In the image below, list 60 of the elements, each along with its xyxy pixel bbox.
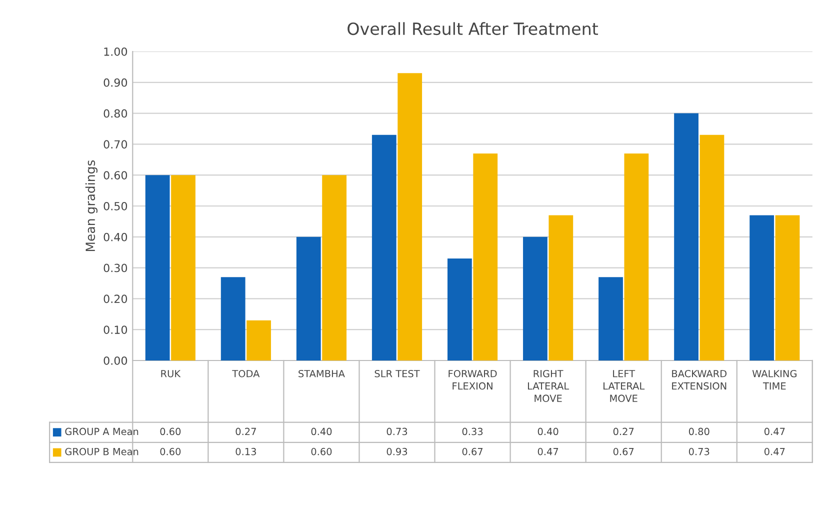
data-label: 0.80 [688, 428, 710, 436]
bar [171, 175, 196, 360]
bar [473, 153, 498, 360]
data-label: 0.60 [160, 428, 181, 436]
bar [398, 73, 422, 360]
bar [246, 320, 271, 360]
data-label: 0.13 [236, 448, 256, 456]
chart-title: Overall Result After Treatment [348, 22, 598, 36]
x-tick-label: SLR TEST [374, 370, 420, 378]
data-label: 0.67 [462, 448, 483, 456]
data-label: 0.47 [538, 448, 558, 456]
y-tick-label: 0.80 [104, 109, 128, 118]
data-label: 0.27 [236, 428, 256, 436]
y-tick-label: 0.60 [104, 171, 128, 180]
bar [322, 175, 347, 360]
bar [523, 236, 548, 360]
y-tick-label: 0.70 [104, 140, 128, 149]
x-tick-label: RUK [161, 370, 181, 378]
bar [598, 277, 623, 360]
data-label: 0.33 [462, 428, 483, 436]
x-tick-label: STAMBHA [298, 370, 345, 378]
data-label: 0.67 [613, 448, 634, 456]
bar [372, 134, 396, 360]
x-tick-label: TODA [232, 370, 260, 378]
data-label: 0.40 [311, 428, 332, 436]
data-label: 0.93 [386, 448, 408, 456]
data-label: 0.60 [160, 448, 181, 456]
y-tick-label: 0.10 [104, 326, 128, 334]
bar [145, 175, 170, 360]
legend-label: GROUP A Mean [65, 428, 138, 436]
data-label: 0.60 [311, 448, 332, 456]
bar [775, 215, 800, 360]
bar [548, 215, 574, 360]
bar [624, 153, 649, 360]
data-label: 0.73 [386, 428, 408, 436]
y-tick-label: 1.00 [104, 47, 128, 56]
y-tick-label: 0.20 [104, 294, 128, 304]
x-tick-label: FORWARD FLEXION [448, 370, 497, 390]
y-tick-label: 0.50 [104, 202, 128, 210]
bar [447, 258, 472, 360]
x-tick-label: BACKWARD EXTENSION [672, 370, 727, 390]
bar [674, 113, 698, 360]
y-tick-label: 0.30 [104, 264, 128, 272]
bar [700, 134, 724, 360]
bar [750, 215, 774, 360]
bar [296, 236, 321, 360]
data-label: 0.40 [538, 428, 558, 436]
x-tick-label: WALKING TIME [752, 370, 796, 390]
bar [220, 277, 246, 360]
x-tick-label: LEFT LATERAL MOVE [604, 370, 645, 402]
legend-label: GROUP B Mean [65, 448, 138, 456]
y-axis-title: Mean gradings [85, 160, 98, 252]
data-label: 0.47 [764, 428, 785, 436]
x-tick-label: RIGHT LATERAL MOVE [528, 370, 570, 402]
y-tick-label: 0.40 [104, 232, 128, 242]
y-tick-label: 0.00 [104, 356, 128, 365]
data-label: 0.73 [688, 448, 710, 456]
data-label: 0.27 [613, 428, 634, 436]
y-tick-label: 0.90 [104, 78, 128, 87]
data-label: 0.47 [764, 448, 785, 456]
